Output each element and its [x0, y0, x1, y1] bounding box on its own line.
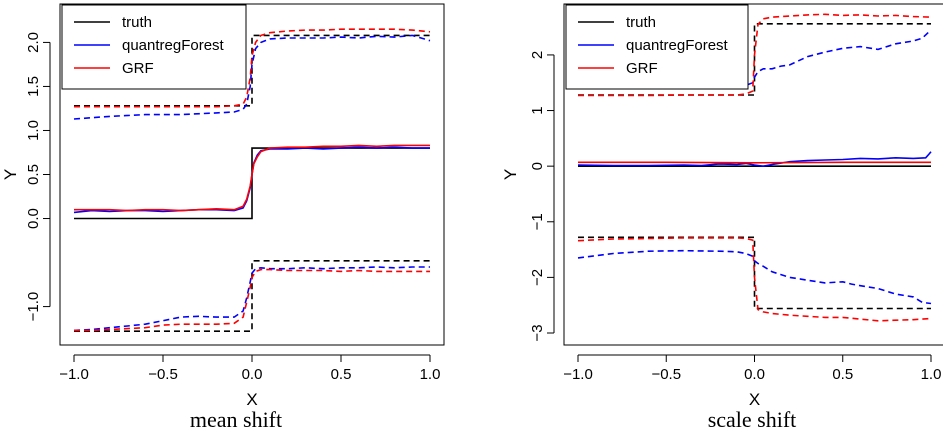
x-tick-label: −1.0 — [563, 366, 593, 383]
series-line-quantregforest-lower — [73, 266, 430, 332]
y-tick-label: 1 — [529, 106, 546, 114]
legend-label: truth — [626, 14, 656, 31]
x-tick-label: 1.0 — [420, 366, 441, 383]
legend-label: quantregForest — [626, 37, 729, 54]
y-tick-label: 0.0 — [25, 208, 42, 229]
legend: truth quantregForest GRF — [61, 4, 247, 90]
series-line-truth-upper — [74, 34, 430, 107]
y-axis-label: Y — [501, 169, 520, 180]
legend-label: truth — [122, 14, 152, 31]
legend-box — [565, 4, 749, 90]
x-tick-label: 1.0 — [921, 366, 942, 383]
x-tick-label: 0.5 — [331, 366, 352, 383]
series-line-quantregforest-lower — [577, 249, 932, 305]
y-tick-label: 0.5 — [25, 164, 42, 185]
series-line-quantregforest-upper — [73, 34, 431, 120]
series-line-quantregforest-upper — [577, 29, 932, 88]
series-line-truth-upper — [578, 22, 931, 96]
chart-panel-1: −1.0 −0.5 0.0 0.5 1.0 X −1.0 0.0 0.5 1.0 1.5 2.0 Ytr… — [1, 3, 445, 432]
x-axis-label: X — [749, 390, 760, 409]
x-tick-label: 0.5 — [832, 366, 853, 383]
panel-caption: mean shift — [190, 407, 282, 432]
y-tick-label: −3 — [529, 324, 546, 341]
panel-caption: scale shift — [708, 407, 797, 432]
plot-frame — [59, 3, 445, 346]
legend-box — [61, 4, 247, 90]
y-tick-label: 0 — [529, 162, 546, 170]
x-tick-label: 0.0 — [242, 366, 263, 383]
series-line-grf-median — [74, 144, 430, 212]
series-line-grf-upper — [74, 28, 431, 108]
legend: truth quantregForest GRF — [565, 4, 749, 90]
x-tick-label: −0.5 — [651, 366, 681, 383]
series-line-quantregforest-median — [577, 151, 932, 168]
y-tick-label: −1 — [529, 213, 546, 230]
series-line-grf-median — [578, 161, 931, 164]
y-tick-label: 1.0 — [25, 120, 42, 141]
series-line-grf-lower — [74, 268, 430, 332]
y-axis-label: Y — [1, 169, 20, 180]
x-tick-label: 0.0 — [744, 366, 765, 383]
legend-label: quantregForest — [122, 37, 225, 54]
y-tick-label: 1.5 — [25, 76, 42, 97]
legend-label: GRF — [122, 60, 154, 77]
series-line-truth-median — [74, 147, 430, 220]
x-tick-label: −0.5 — [148, 366, 178, 383]
y-tick-label: −2 — [529, 269, 546, 286]
y-tick-label: 2 — [529, 51, 546, 59]
y-tick-label: 2.0 — [25, 32, 42, 53]
legend-label: GRF — [626, 60, 658, 77]
plot-frame — [563, 3, 943, 346]
y-tick-label: −1.0 — [25, 292, 42, 322]
series-line-grf-lower — [577, 237, 932, 322]
series-line-truth-lower — [578, 236, 931, 310]
x-tick-label: −1.0 — [59, 366, 89, 383]
x-axis-label: X — [246, 390, 257, 409]
series-line-truth-lower — [74, 259, 430, 333]
